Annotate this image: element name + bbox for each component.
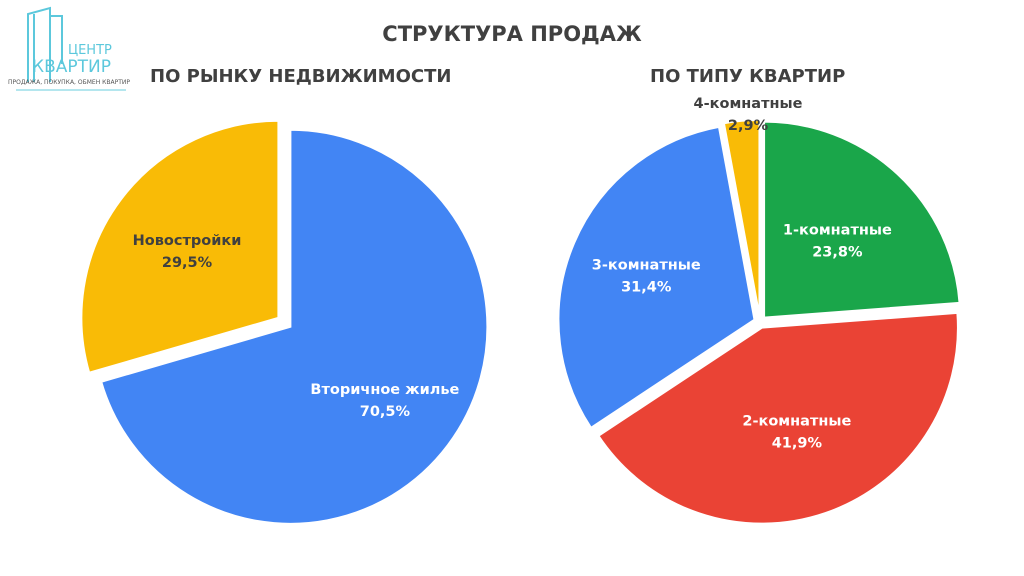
slice-value-secondary: 70,5% (360, 404, 411, 420)
page-title: СТРУКТУРА ПРОДАЖ (382, 22, 642, 46)
pie-slice-new-build (80, 119, 280, 374)
pie-slice-3-room (557, 125, 756, 430)
slice-value-1-room: 23,8% (812, 245, 863, 261)
slice-label-3-room: 3-комнатные (592, 258, 701, 274)
slice-value-new-build: 29,5% (162, 255, 213, 271)
chart-title-type: ПО ТИПУ КВАРТИР (650, 66, 846, 87)
pie-slice-1-room (763, 120, 961, 319)
slice-label-new-build: Новостройки (133, 233, 242, 249)
pie-slice-secondary (99, 128, 489, 525)
slice-label-1-room: 1-комнатные (783, 223, 892, 239)
logo: ЦЕНТР КВАРТИР ПРОДАЖА, ПОКУПКА, ОБМЕН КВ… (8, 6, 130, 91)
pie-slice-2-room (597, 311, 959, 525)
slice-label-secondary: Вторичное жилье (310, 382, 459, 398)
chart-title-market: ПО РЫНКУ НЕДВИЖИМОСТИ (150, 66, 452, 87)
slice-value-3-room: 31,4% (621, 280, 672, 296)
logo-line2: КВАРТИР (32, 57, 111, 77)
slice-value-4-room: 2,9% (728, 118, 769, 134)
logo-line1: ЦЕНТР (68, 43, 112, 58)
slice-label-4-room: 4-комнатные (694, 96, 803, 112)
slice-value-2-room: 41,9% (772, 436, 823, 452)
pie-slice-4-room (722, 119, 761, 317)
slice-label-2-room: 2-комнатные (742, 414, 851, 430)
logo-tagline: ПРОДАЖА, ПОКУПКА, ОБМЕН КВАРТИР (8, 79, 130, 86)
